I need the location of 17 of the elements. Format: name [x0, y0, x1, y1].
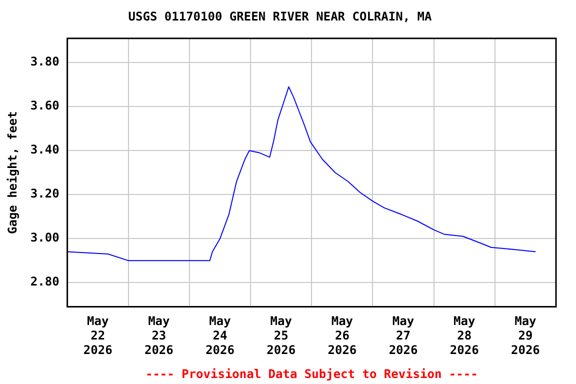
y-axis-title: Gage height, feet [5, 111, 20, 234]
x-tick-label: May 26 2026 [328, 314, 357, 357]
x-tick-label: May 27 2026 [388, 314, 418, 357]
x-tick-label: May 25 2026 [266, 314, 296, 357]
y-tick-label: 2.80 [30, 274, 60, 289]
x-tick-label: May 29 2026 [511, 314, 540, 357]
y-tick-label: 3.00 [30, 230, 60, 245]
y-tick-label: 3.80 [30, 54, 60, 69]
x-tick-label: May 24 2026 [206, 314, 234, 357]
y-tick-label: 3.60 [30, 98, 60, 113]
x-tick-label: May 23 2026 [144, 314, 174, 357]
text: ---- Provisional Data Subject to Revision ---- [145, 367, 478, 382]
y-tick-label: 3.20 [30, 186, 60, 201]
x-tick-label: May 22 2026 [83, 314, 112, 357]
chart-title: USGS 01170100 GREEN RIVER NEAR COLRAIN, MA [128, 9, 432, 24]
x-tick-label: May 28 2026 [450, 314, 479, 357]
y-tick-label: 3.40 [30, 142, 60, 157]
